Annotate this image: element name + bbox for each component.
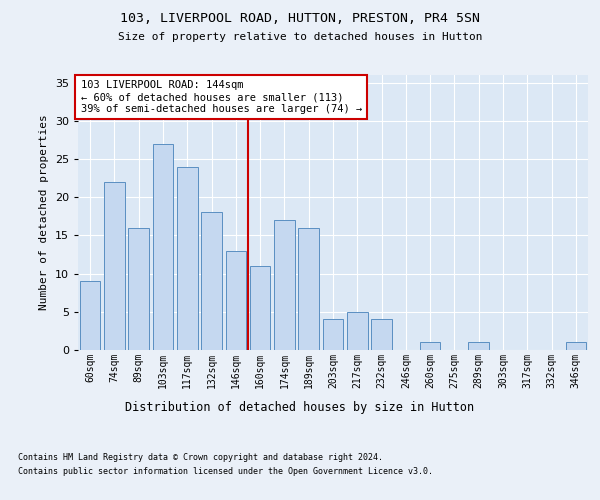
Bar — [80, 281, 100, 350]
Bar — [250, 266, 271, 350]
Text: 103 LIVERPOOL ROAD: 144sqm
← 60% of detached houses are smaller (113)
39% of sem: 103 LIVERPOOL ROAD: 144sqm ← 60% of deta… — [80, 80, 362, 114]
Text: 103, LIVERPOOL ROAD, HUTTON, PRESTON, PR4 5SN: 103, LIVERPOOL ROAD, HUTTON, PRESTON, PR… — [120, 12, 480, 26]
Bar — [566, 342, 586, 350]
Bar — [177, 166, 197, 350]
Text: Size of property relative to detached houses in Hutton: Size of property relative to detached ho… — [118, 32, 482, 42]
Text: Distribution of detached houses by size in Hutton: Distribution of detached houses by size … — [125, 401, 475, 414]
Y-axis label: Number of detached properties: Number of detached properties — [39, 114, 49, 310]
Text: Contains public sector information licensed under the Open Government Licence v3: Contains public sector information licen… — [18, 468, 433, 476]
Bar — [323, 320, 343, 350]
Bar — [347, 312, 368, 350]
Bar — [298, 228, 319, 350]
Bar — [274, 220, 295, 350]
Bar — [420, 342, 440, 350]
Bar — [469, 342, 489, 350]
Bar — [152, 144, 173, 350]
Bar — [226, 250, 246, 350]
Bar — [128, 228, 149, 350]
Bar — [104, 182, 125, 350]
Bar — [371, 320, 392, 350]
Text: Contains HM Land Registry data © Crown copyright and database right 2024.: Contains HM Land Registry data © Crown c… — [18, 452, 383, 462]
Bar — [201, 212, 222, 350]
